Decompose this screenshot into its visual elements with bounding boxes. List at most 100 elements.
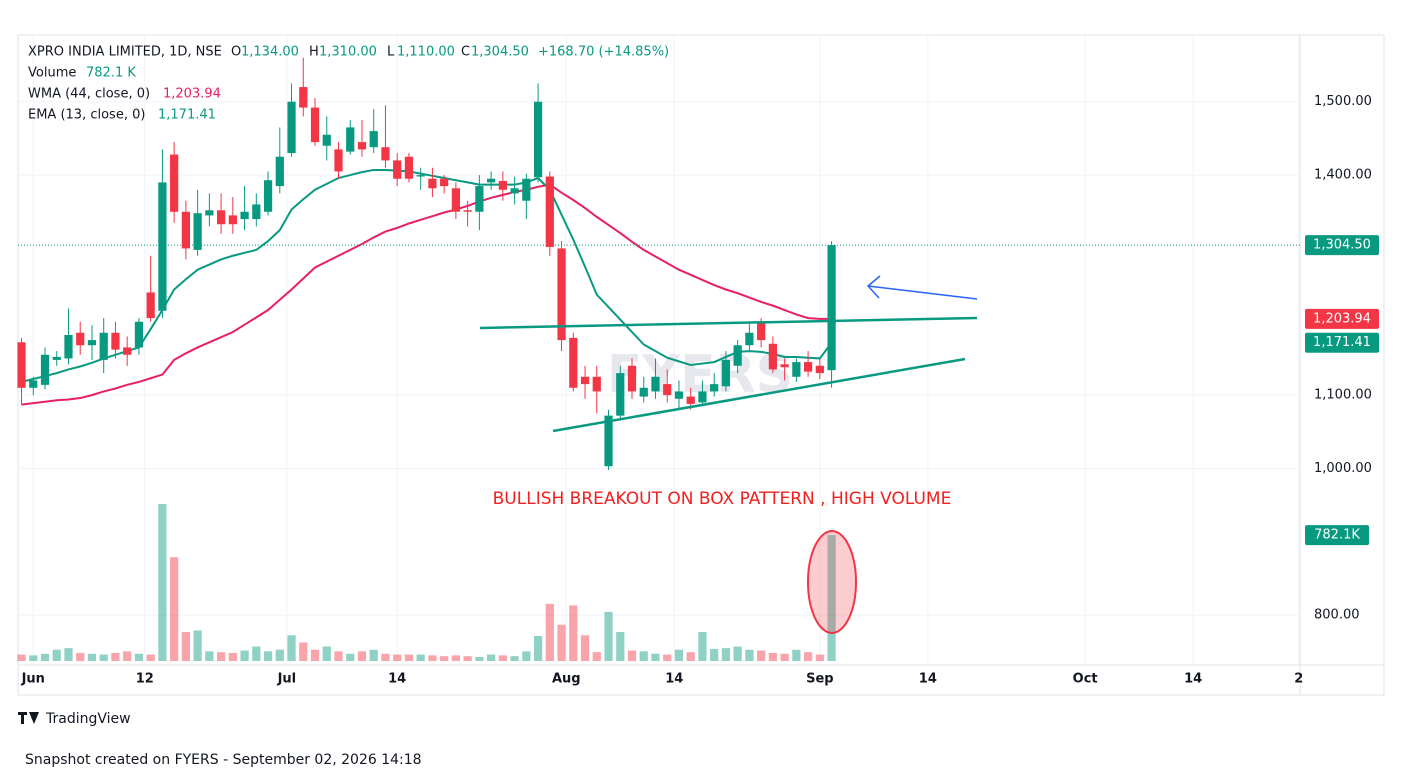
- body: [252, 204, 261, 220]
- volume-bar: [463, 656, 472, 661]
- price-tag-label: 1,304.50: [1313, 238, 1371, 253]
- volume-bar: [334, 651, 343, 661]
- volume-bar: [475, 656, 484, 661]
- x-tick-label: 14: [1184, 672, 1202, 687]
- volume-bar: [428, 655, 437, 661]
- volume-bar: [40, 653, 50, 661]
- indicator-lines: [18, 168, 1300, 406]
- body: [228, 215, 237, 225]
- body: [557, 248, 566, 341]
- body: [111, 332, 120, 350]
- x-tick-label: Jul: [277, 672, 297, 687]
- volume-bar: [710, 648, 719, 661]
- body: [369, 131, 378, 148]
- body: [487, 178, 496, 183]
- volume-highlight: [807, 530, 857, 634]
- indicator-line: [21, 168, 833, 383]
- volume-bar: [287, 635, 296, 661]
- body: [639, 387, 648, 397]
- price-tag: [1305, 332, 1379, 353]
- ohlc-key: O: [231, 45, 241, 60]
- body: [146, 292, 155, 319]
- body: [170, 154, 179, 212]
- grid: [18, 35, 1300, 665]
- body: [580, 376, 590, 385]
- price-tag: [1305, 308, 1379, 329]
- volume-tag-label: 782.1K: [1314, 528, 1360, 543]
- volume-tag: [1305, 525, 1369, 546]
- volume-bar: [557, 624, 566, 661]
- legend-name: Volume: [28, 66, 76, 81]
- volume-bar: [393, 654, 402, 661]
- volume-bar: [17, 654, 26, 661]
- y-tick-label: 1,100.00: [1314, 388, 1372, 403]
- x-tick-label: Aug: [552, 672, 581, 687]
- volume-bar: [263, 651, 273, 661]
- volume-bar: [310, 649, 320, 661]
- body: [287, 101, 296, 154]
- body: [733, 345, 742, 366]
- ohlc-value: 1,304.50: [471, 45, 529, 60]
- volume-bar: [627, 650, 637, 661]
- volume-bar: [651, 653, 660, 661]
- volume-bar: [815, 654, 824, 661]
- volume-bar: [299, 642, 308, 661]
- body: [134, 321, 144, 348]
- volume-bar: [252, 646, 261, 661]
- volume-bar: [404, 654, 414, 661]
- volume-bar: [170, 557, 179, 661]
- body: [803, 362, 813, 372]
- annotation: BULLISH BREAKOUT ON BOX PATTERN , HIGH V…: [493, 489, 952, 509]
- body: [627, 365, 637, 392]
- body: [64, 334, 73, 359]
- volume-bar: [616, 632, 625, 661]
- body: [745, 332, 754, 346]
- body: [463, 210, 472, 212]
- volume-bar: [686, 652, 695, 661]
- volume-bar: [768, 652, 777, 661]
- x-tick-label: Sep: [806, 672, 834, 687]
- legend-value: 1,203.94: [163, 87, 221, 102]
- volume-bar: [369, 649, 378, 661]
- volume-bar: [451, 655, 461, 661]
- volume-bar: [123, 651, 132, 661]
- body: [475, 186, 484, 212]
- body: [792, 362, 801, 377]
- volume-bar: [569, 605, 578, 661]
- volume-bar: [346, 653, 355, 661]
- volume-bar: [721, 648, 731, 661]
- box-top-trendline: [479, 316, 978, 330]
- volume-bar: [29, 655, 38, 661]
- volume-bar: [193, 630, 202, 661]
- y-tick-label: 1,500.00: [1314, 94, 1372, 109]
- body: [216, 210, 226, 225]
- x-tick-label: 14: [388, 672, 406, 687]
- box-bottom-trendline: [552, 357, 966, 433]
- ohlc-key: H: [309, 45, 319, 60]
- body: [545, 176, 554, 247]
- volume-bar: [510, 656, 519, 661]
- volume-bar: [52, 649, 61, 661]
- body: [310, 107, 320, 143]
- body: [357, 142, 367, 150]
- body: [604, 415, 613, 467]
- price-tag: [1305, 235, 1379, 256]
- volume-bar: [111, 652, 120, 661]
- volume-bar: [757, 650, 766, 661]
- body: [510, 188, 519, 194]
- body: [381, 147, 390, 161]
- volume-bar: [487, 654, 496, 661]
- x-tick-label: 2: [1294, 672, 1303, 687]
- volume-bar: [205, 651, 214, 661]
- body: [29, 380, 38, 388]
- ohlc-value: 1,310.00: [319, 45, 377, 60]
- volume-bar: [181, 632, 190, 661]
- volume-bar: [604, 611, 613, 661]
- body: [205, 210, 214, 216]
- body: [404, 156, 414, 179]
- volume-bar: [498, 655, 507, 661]
- body: [158, 182, 167, 311]
- volume-bar: [545, 603, 554, 661]
- body: [780, 364, 789, 368]
- body: [533, 101, 543, 178]
